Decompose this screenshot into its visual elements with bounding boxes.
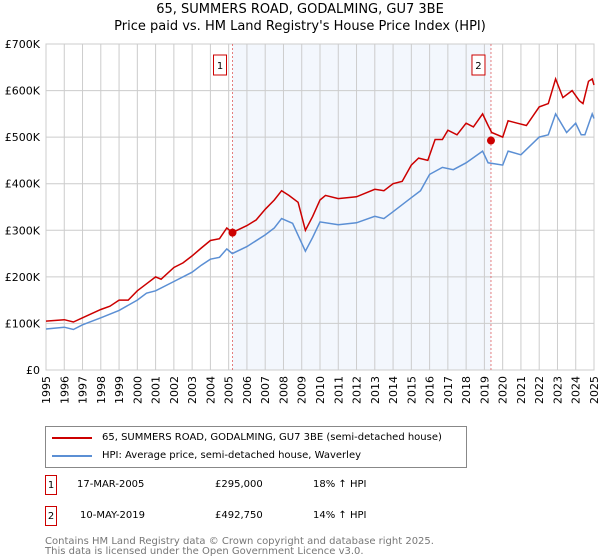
- x-tick-label: 2016: [424, 376, 437, 404]
- sale-label-box: [471, 54, 486, 76]
- sale-row-2: 2 10-MAY-2019 £492,750 14% ↑ HPI: [45, 506, 465, 526]
- sale-hpi-diff: 18% ↑ HPI: [313, 479, 367, 490]
- y-tick-label: £100K: [5, 317, 41, 330]
- x-tick-label: 2019: [478, 376, 491, 404]
- x-tick-label: 2022: [533, 376, 546, 404]
- sale-badge: 2: [45, 506, 57, 526]
- y-tick-label: £400K: [5, 178, 41, 191]
- footer-attribution: Contains HM Land Registry data © Crown c…: [45, 537, 434, 557]
- y-tick-label: £500K: [5, 131, 41, 144]
- sale-label-box: [213, 54, 228, 76]
- x-tick-label: 2005: [223, 376, 236, 404]
- legend-label-property: 65, SUMMERS ROAD, GODALMING, GU7 3BE (se…: [102, 432, 442, 443]
- x-tick-label: 2020: [497, 376, 510, 404]
- sale-badge: 1: [45, 475, 57, 495]
- y-tick-label: £700K: [5, 38, 41, 51]
- footer-line-2: This data is licensed under the Open Gov…: [45, 546, 364, 557]
- footer-line-1: Contains HM Land Registry data © Crown c…: [45, 536, 434, 547]
- x-tick-label: 2001: [150, 376, 163, 404]
- x-tick-label: 1996: [58, 376, 71, 404]
- x-tick-label: 2000: [131, 376, 144, 404]
- y-tick-label: £600K: [5, 85, 41, 98]
- series-line: [45, 111, 595, 331]
- y-tick-label: £0: [26, 364, 40, 377]
- x-tick-label: 2017: [442, 376, 455, 404]
- shaded-ownership-period: [232, 44, 491, 370]
- legend: 65, SUMMERS ROAD, GODALMING, GU7 3BE (se…: [45, 426, 467, 468]
- legend-swatch-property: [52, 436, 92, 439]
- series-line: [45, 76, 595, 323]
- x-tick-label: 2003: [186, 376, 199, 404]
- x-tick-label: 2012: [351, 376, 364, 404]
- sale-point: [486, 136, 495, 145]
- x-tick-label: 1995: [40, 376, 53, 404]
- x-tick-label: 1997: [77, 376, 90, 404]
- x-tick-label: 1999: [113, 376, 126, 404]
- x-tick-label: 2004: [204, 376, 217, 404]
- sale-row-1: 1 17-MAR-2005 £295,000 18% ↑ HPI: [45, 475, 465, 495]
- sale-hpi-diff: 14% ↑ HPI: [313, 510, 367, 521]
- x-tick-label: 1998: [95, 376, 108, 404]
- x-tick-label: 2018: [460, 376, 473, 404]
- legend-label-hpi: HPI: Average price, semi-detached house,…: [102, 450, 362, 461]
- x-tick-label: 2021: [515, 376, 528, 404]
- legend-swatch-hpi: [52, 454, 92, 457]
- sale-label: 2: [475, 61, 481, 72]
- x-tick-label: 2023: [551, 376, 564, 404]
- y-tick-label: £300K: [5, 224, 41, 237]
- sale-point: [228, 228, 237, 237]
- x-tick-label: 2010: [314, 376, 327, 404]
- y-tick-label: £200K: [5, 271, 41, 284]
- x-tick-label: 2007: [259, 376, 272, 404]
- sale-date: 10-MAY-2019: [80, 510, 146, 521]
- plot-area: 1995 1996 1997 1998 1999 2000 2001 2002 2003 2004…: [5, 38, 600, 404]
- x-tick-label: 2013: [369, 376, 382, 404]
- x-tick-label: 2002: [168, 376, 181, 404]
- plot-border: [45, 43, 595, 371]
- x-tick-label: 2009: [296, 376, 309, 404]
- sale-price: £492,750: [215, 510, 263, 521]
- chart-subtitle: Price paid vs. HM Land Registry's House …: [114, 19, 486, 34]
- x-tick-label: 2025: [588, 376, 600, 404]
- sale-label: 1: [217, 61, 223, 72]
- x-tick-label: 2015: [405, 376, 418, 404]
- sale-price: £295,000: [215, 479, 263, 490]
- x-tick-label: 2008: [277, 376, 290, 404]
- sale-date: 17-MAR-2005: [77, 479, 145, 490]
- x-tick-label: 2024: [570, 376, 583, 404]
- x-tick-label: 2011: [332, 376, 345, 404]
- x-tick-label: 2006: [241, 376, 254, 404]
- chart-title: 65, SUMMERS ROAD, GODALMING, GU7 3BE: [156, 2, 444, 17]
- x-tick-label: 2014: [387, 376, 400, 404]
